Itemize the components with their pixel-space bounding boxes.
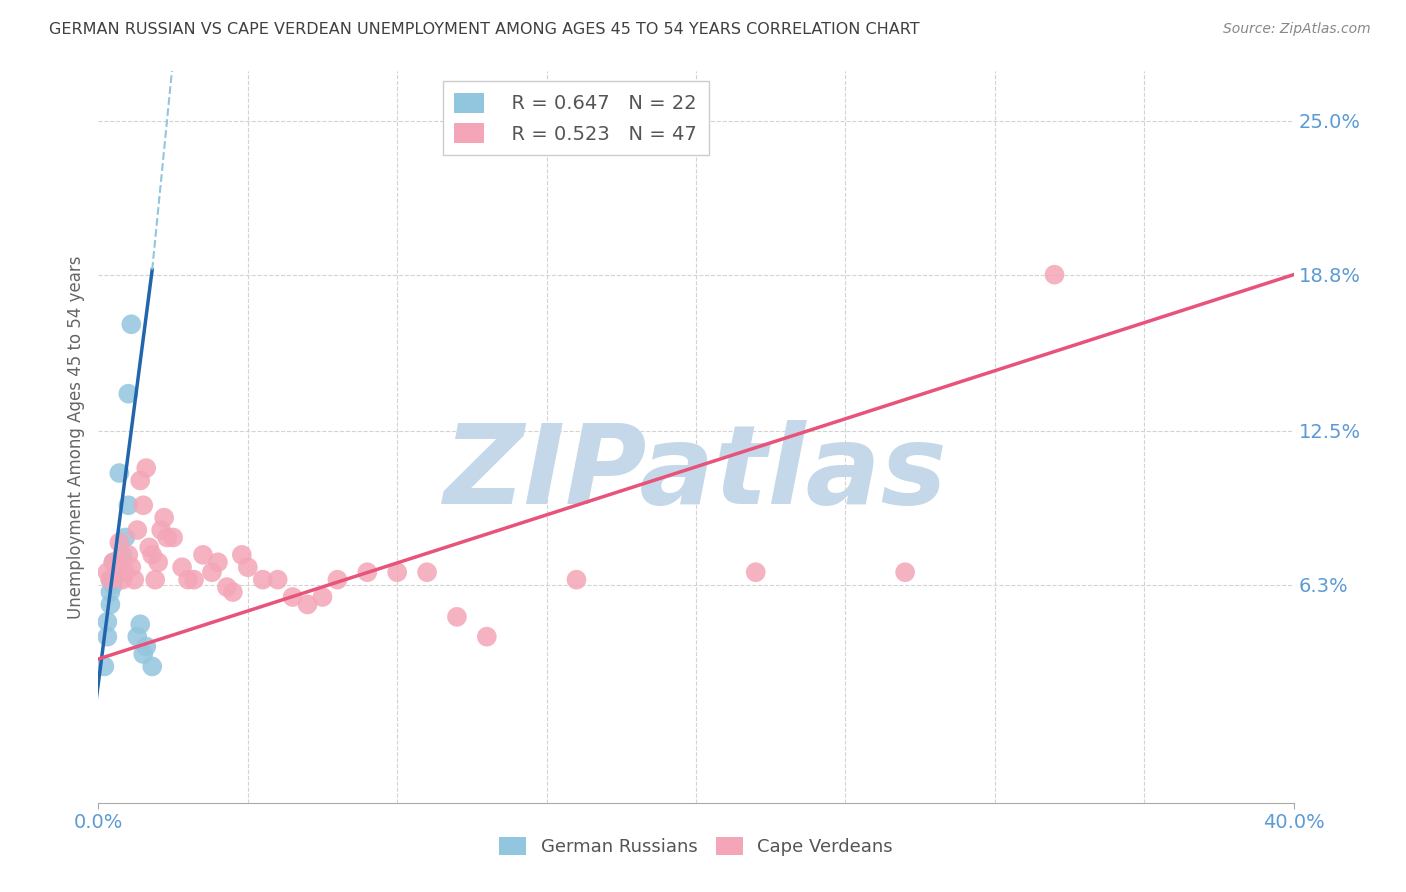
Point: [105, 565, 128, 579]
Point: [132, 498, 155, 512]
Point: [117, 386, 139, 401]
Point: [177, 573, 200, 587]
Legend: German Russians, Cape Verdeans: German Russians, Cape Verdeans: [488, 826, 904, 867]
Point: [93, 659, 115, 673]
Point: [222, 585, 245, 599]
Point: [120, 318, 142, 332]
Point: [236, 560, 259, 574]
Point: [103, 555, 125, 569]
Point: [416, 565, 439, 579]
Point: [96, 565, 118, 579]
Point: [127, 630, 149, 644]
Point: [138, 541, 160, 555]
Point: [98, 598, 122, 612]
Point: [215, 580, 238, 594]
Point: [117, 548, 139, 562]
Point: [153, 510, 176, 524]
Point: [565, 573, 588, 587]
Point: [141, 548, 163, 562]
Point: [446, 610, 468, 624]
Point: [745, 565, 768, 579]
Point: [98, 573, 122, 587]
Point: [252, 573, 274, 587]
Point: [297, 598, 319, 612]
Point: [281, 590, 304, 604]
Y-axis label: Unemployment Among Ages 45 to 54 years: Unemployment Among Ages 45 to 54 years: [66, 255, 84, 619]
Point: [311, 590, 333, 604]
Point: [108, 535, 131, 549]
Point: [894, 565, 917, 579]
Point: [475, 630, 498, 644]
Point: [114, 531, 136, 545]
Point: [103, 555, 125, 569]
Point: [201, 565, 224, 579]
Point: [172, 560, 194, 574]
Point: [143, 573, 166, 587]
Point: [150, 523, 173, 537]
Point: [356, 565, 378, 579]
Point: [114, 565, 136, 579]
Point: [1043, 268, 1066, 282]
Point: [103, 577, 125, 591]
Point: [103, 573, 125, 587]
Point: [231, 548, 253, 562]
Point: [141, 659, 163, 673]
Point: [162, 531, 184, 545]
Point: [96, 630, 118, 644]
Point: [148, 555, 170, 569]
Point: [135, 640, 157, 654]
Point: [127, 523, 149, 537]
Point: [120, 560, 142, 574]
Point: [124, 573, 146, 587]
Text: ZIPatlas: ZIPatlas: [444, 420, 948, 527]
Point: [156, 531, 179, 545]
Point: [191, 548, 214, 562]
Point: [105, 560, 128, 574]
Point: [267, 573, 290, 587]
Point: [326, 573, 349, 587]
Point: [111, 548, 134, 562]
Point: [132, 647, 155, 661]
Point: [207, 555, 229, 569]
Point: [105, 555, 128, 569]
Point: [129, 474, 152, 488]
Point: [111, 573, 134, 587]
Text: GERMAN RUSSIAN VS CAPE VERDEAN UNEMPLOYMENT AMONG AGES 45 TO 54 YEARS CORRELATIO: GERMAN RUSSIAN VS CAPE VERDEAN UNEMPLOYM…: [49, 22, 920, 37]
Point: [96, 615, 118, 629]
Point: [98, 585, 122, 599]
Point: [135, 461, 157, 475]
Point: [117, 498, 139, 512]
Point: [108, 466, 131, 480]
Point: [98, 573, 122, 587]
Point: [385, 565, 409, 579]
Text: Source: ZipAtlas.com: Source: ZipAtlas.com: [1223, 22, 1371, 37]
Point: [129, 617, 152, 632]
Point: [183, 573, 205, 587]
